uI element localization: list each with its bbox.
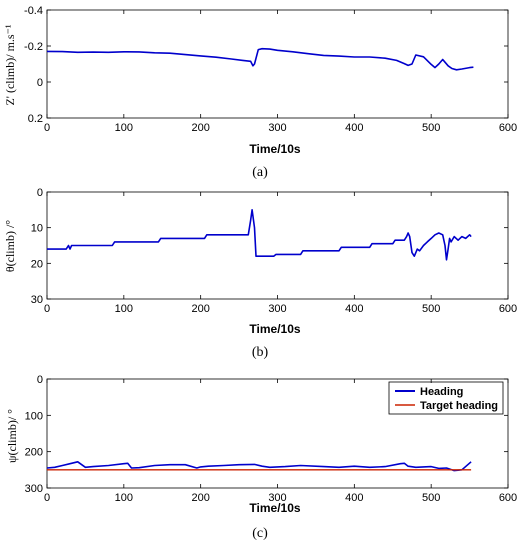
x-tick-label-b: 500: [422, 303, 440, 315]
series-line-series-a: [46, 47, 474, 71]
x-tick-label-a: 100: [115, 122, 133, 134]
x-tick-label-a: 600: [499, 122, 517, 134]
series-line-series-b: [47, 209, 472, 261]
caption-b: (b): [252, 345, 269, 360]
y-axis-label-text-b: θ(climb) /°: [3, 220, 17, 272]
y-tick-label-a: -0.4: [24, 5, 43, 17]
y-tick-label-a: 0.2: [28, 113, 43, 125]
y-tick-label-c: 0: [37, 374, 43, 386]
x-axis-label-c: Time/10s: [249, 501, 300, 515]
y-axis-label-text-a: Z' (climb)/ m.s⁻¹: [3, 24, 17, 105]
panel-a: Z' (climb)/ m.s⁻¹ Time/10s (a) 0 100 200 30…: [3, 5, 517, 180]
x-tick-label-c: 500: [422, 492, 440, 504]
y-tick-label-b: 20: [31, 258, 43, 270]
x-tick-label-c: 200: [191, 492, 209, 504]
x-tick-label-c: 0: [44, 492, 50, 504]
caption-a: (a): [252, 165, 268, 180]
x-tick-label-b: 400: [345, 303, 363, 315]
x-tick-label-c: 300: [268, 492, 286, 504]
y-tick-label-b: 10: [31, 223, 43, 235]
series-line-heading-c: [46, 460, 472, 472]
legend-box: [388, 381, 504, 415]
x-tick-label-a: 300: [268, 122, 286, 134]
y-tick-label-a: 0: [37, 77, 43, 89]
y-tick-label-b: 30: [31, 294, 43, 306]
y-axis-label-text-c: ψ(climb)/ °: [5, 409, 19, 463]
y-tick-label-c: 200: [25, 447, 43, 459]
y-tick-label-c: 300: [25, 483, 43, 495]
legend-label-target-heading: Target heading: [420, 400, 498, 412]
legend-label-heading: Heading: [420, 386, 463, 398]
y-axis-label-c: ψ(climb)/ °: [5, 409, 19, 463]
y-tick-label-a: -0.2: [24, 41, 43, 53]
y-axis-label-b: θ(climb) /°: [3, 220, 17, 272]
plot-frame-b: [46, 191, 509, 300]
x-axis-label-b: Time/10s: [249, 322, 300, 336]
x-tick-label-c: 600: [499, 492, 517, 504]
x-tick-label-b: 300: [268, 303, 286, 315]
caption-c: (c): [252, 526, 268, 541]
x-tick-label-a: 200: [191, 122, 209, 134]
legend: Heading Target heading: [388, 381, 504, 415]
y-tick-label-c: 100: [25, 410, 43, 422]
x-tick-label-b: 100: [115, 303, 133, 315]
x-axis-label-a: Time/10s: [249, 142, 300, 156]
panel-b: θ(climb) /° Time/10s (b) 0 100 200 300 400 50…: [3, 187, 517, 360]
x-tick-label-b: 600: [499, 303, 517, 315]
x-tick-label-a: 500: [422, 122, 440, 134]
y-axis-label-a: Z' (climb)/ m.s⁻¹: [3, 24, 17, 105]
x-tick-label-c: 100: [115, 492, 133, 504]
y-tick-label-b: 0: [37, 187, 43, 199]
x-tick-label-b: 200: [191, 303, 209, 315]
panel-c: ψ(climb)/ ° Time/10s (c) Heading Target …: [5, 374, 517, 541]
x-tick-label-a: 0: [44, 122, 50, 134]
x-tick-label-b: 0: [44, 303, 50, 315]
x-tick-label-a: 400: [345, 122, 363, 134]
x-tick-label-c: 400: [345, 492, 363, 504]
